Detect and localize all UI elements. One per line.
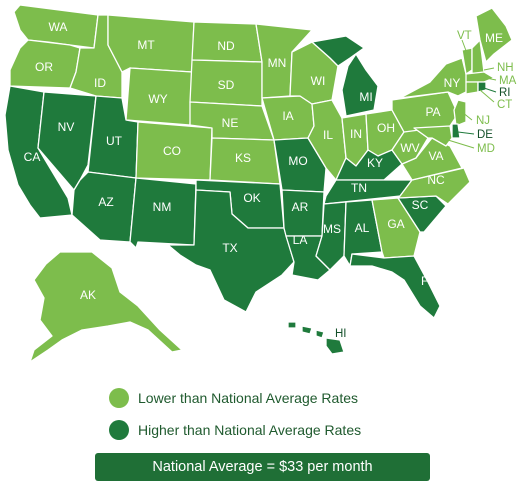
label-hi: HI: [335, 328, 347, 340]
label-va: VA: [428, 149, 443, 163]
legend-lower-label: Lower than National Average Rates: [138, 390, 358, 406]
state-hi-2[interactable]: [301, 325, 313, 335]
label-ny: NY: [444, 76, 461, 90]
state-ak[interactable]: [29, 251, 183, 363]
label-la: LA: [293, 233, 308, 247]
label-ct: CT: [497, 99, 512, 111]
label-ne: NE: [222, 116, 239, 130]
label-nh: NH: [497, 62, 514, 74]
state-ri[interactable]: [477, 81, 487, 93]
legend-higher-label: Higher than National Average Rates: [138, 422, 362, 438]
label-wy: WY: [148, 92, 167, 106]
label-ar: AR: [292, 200, 309, 214]
legend-lower: Lower than National Average Rates: [109, 388, 358, 408]
label-ma: MA: [499, 75, 517, 87]
state-mo[interactable]: [273, 137, 327, 193]
label-tx: TX: [222, 241, 237, 255]
label-ia: IA: [282, 109, 293, 123]
legend-higher: Higher than National Average Rates: [109, 420, 361, 440]
label-al: AL: [355, 221, 370, 235]
state-hi-3[interactable]: [315, 329, 325, 339]
label-mo: MO: [288, 154, 307, 168]
state-fl[interactable]: [349, 253, 441, 319]
label-az: AZ: [98, 195, 113, 209]
label-mt: MT: [137, 38, 155, 52]
label-mi: MI: [359, 90, 372, 104]
state-de[interactable]: [451, 123, 461, 139]
state-tx[interactable]: [167, 189, 295, 313]
label-ok: OK: [243, 191, 260, 205]
label-or: OR: [35, 60, 53, 74]
label-mn: MN: [268, 56, 287, 70]
label-ut: UT: [106, 134, 123, 148]
label-wv: WV: [400, 141, 419, 155]
label-nc: NC: [427, 173, 445, 187]
hawaii-islands: [287, 321, 345, 355]
label-ga: GA: [387, 217, 404, 231]
state-ct[interactable]: [465, 81, 479, 95]
label-ak: AK: [80, 288, 96, 302]
label-sd: SD: [218, 78, 235, 92]
label-ks: KS: [235, 151, 251, 165]
legend-higher-swatch: [109, 420, 129, 440]
label-ri: RI: [499, 87, 511, 99]
state-ky[interactable]: [335, 149, 403, 181]
state-hi-1[interactable]: [287, 321, 297, 329]
state-hi-4[interactable]: [325, 337, 345, 355]
state-me[interactable]: [475, 7, 513, 63]
label-nd: ND: [217, 39, 235, 53]
label-oh: OH: [377, 121, 395, 135]
label-ca: CA: [24, 150, 41, 164]
state-nc[interactable]: [397, 167, 471, 205]
label-wi: WI: [311, 74, 326, 88]
label-ms: MS: [323, 222, 341, 236]
label-co: CO: [163, 144, 181, 158]
state-mi[interactable]: [311, 35, 365, 67]
label-vt: VT: [457, 30, 472, 42]
label-me: ME: [485, 31, 503, 45]
label-sc: SC: [412, 198, 429, 212]
label-nj: NJ: [476, 115, 490, 127]
label-tn: TN: [351, 181, 367, 195]
state-ma[interactable]: [465, 71, 495, 83]
state-nj[interactable]: [453, 99, 467, 127]
label-in: IN: [350, 127, 362, 141]
label-fl: FL: [421, 274, 435, 288]
national-average-banner: National Average = $33 per month: [95, 453, 430, 481]
label-nm: NM: [153, 200, 172, 214]
state-md[interactable]: [413, 125, 453, 147]
legend-lower-swatch: [109, 388, 129, 408]
label-wa: WA: [49, 20, 68, 34]
label-il: IL: [323, 128, 333, 142]
label-ky: KY: [367, 156, 383, 170]
label-id: ID: [94, 76, 106, 90]
us-map: WA OR CA NV ID MT WY UT AZ CO NM ND SD N…: [4, 4, 517, 363]
state-mi-lower[interactable]: [341, 53, 379, 117]
label-md: MD: [477, 143, 495, 155]
label-de: DE: [477, 129, 493, 141]
label-nv: NV: [58, 120, 75, 134]
label-pa: PA: [425, 105, 440, 119]
